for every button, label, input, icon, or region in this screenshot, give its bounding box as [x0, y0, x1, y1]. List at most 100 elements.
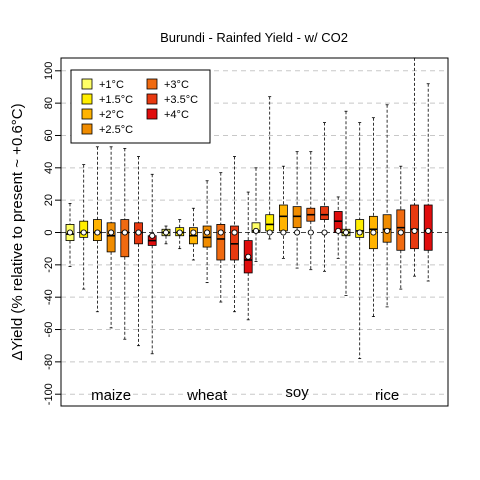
box-rice-5	[410, 57, 419, 277]
legend-label: +2.5°C	[99, 124, 133, 136]
box-soy-2	[278, 165, 288, 259]
box-wheat-0	[161, 225, 171, 245]
mean-marker	[342, 229, 350, 236]
box-body	[423, 204, 433, 251]
y-tick-label: -100	[43, 383, 55, 405]
group-label-rice: rice	[375, 387, 399, 404]
y-tick-label: 100	[43, 62, 55, 80]
mean-marker	[94, 229, 101, 236]
legend-swatch	[81, 123, 93, 135]
group-labels: maize wheat soy rice	[91, 384, 399, 404]
box-maize-1	[79, 164, 89, 290]
box-body	[265, 214, 275, 232]
box-wheat-4	[216, 172, 226, 303]
box-rice-2	[368, 117, 378, 317]
box-body	[79, 220, 89, 238]
y-tick-label: 20	[43, 194, 55, 206]
legend-label: +1°C	[99, 79, 124, 91]
mean-marker	[245, 253, 252, 260]
legend-swatch	[81, 93, 93, 105]
mean-marker	[80, 229, 87, 236]
mean-marker	[266, 229, 273, 236]
box-body	[320, 206, 329, 220]
box-soy-1	[265, 96, 275, 240]
box-wheat-2	[188, 207, 198, 261]
legend-swatch	[81, 78, 93, 90]
mean-marker	[321, 229, 328, 236]
mean-marker	[190, 229, 197, 236]
box-soy-0	[251, 167, 261, 263]
chart-title: Burundi - Rainfed Yield - w/ CO2	[160, 30, 348, 45]
mean-marker	[162, 229, 170, 236]
legend-label: +3.5°C	[164, 94, 198, 106]
mean-marker	[135, 229, 142, 236]
legend-swatch	[146, 108, 158, 120]
legend-box	[70, 69, 211, 144]
legend-label: +4°C	[164, 109, 189, 121]
legend-label: +1.5°C	[99, 94, 133, 106]
box-maize-2	[93, 146, 102, 313]
legend-swatch	[146, 78, 158, 90]
y-tick-label: 40	[43, 162, 55, 174]
mean-marker	[252, 227, 260, 234]
box-maize-6	[147, 173, 157, 355]
mean-marker	[108, 229, 115, 236]
box-body	[292, 206, 302, 229]
mean-marker	[231, 229, 238, 236]
y-axis-label: ΔYield (% relative to present ~ +0.6°C)	[9, 103, 26, 360]
box-soy-5	[320, 122, 329, 272]
box-body	[216, 224, 226, 261]
box-maize-4	[120, 148, 130, 340]
box-rice-0	[341, 110, 351, 296]
mean-marker	[356, 229, 363, 236]
y-tick-label: 80	[43, 97, 55, 109]
legend-swatch	[146, 93, 158, 105]
box-maize-0	[65, 202, 75, 267]
mean-marker	[294, 229, 301, 236]
box-soy-4	[306, 151, 316, 271]
mean-marker	[217, 229, 224, 236]
y-tick-label: 60	[43, 129, 55, 141]
mean-marker	[335, 227, 342, 234]
mean-marker	[204, 229, 211, 236]
box-wheat-5	[230, 156, 239, 313]
box-soy-3	[292, 151, 302, 269]
mean-marker	[397, 229, 404, 236]
mean-marker	[307, 229, 314, 236]
box-rice-3	[382, 104, 392, 308]
group-label-wheat: wheat	[186, 387, 228, 404]
group-label-maize: maize	[91, 387, 131, 404]
legend-label: +2°C	[99, 109, 124, 121]
mean-marker	[66, 229, 74, 236]
box-body	[120, 219, 130, 258]
box-wheat-6	[243, 191, 253, 321]
mean-marker	[280, 229, 287, 236]
box-body	[355, 219, 365, 238]
mean-marker	[370, 229, 377, 236]
y-tick-label: -60	[43, 322, 55, 338]
legend-swatch	[81, 108, 93, 120]
group-label-soy: soy	[285, 384, 309, 401]
mean-marker	[411, 227, 418, 234]
y-tick-label: -20	[43, 257, 55, 273]
box-body	[106, 222, 116, 253]
box-body	[230, 225, 239, 261]
box-wheat-3	[202, 180, 212, 284]
box-rice-4	[396, 165, 406, 290]
mean-marker	[425, 227, 432, 234]
box-body	[202, 225, 212, 248]
y-tick-label: -40	[43, 289, 55, 305]
y-tick-label: -80	[43, 354, 55, 370]
mean-marker	[384, 227, 391, 234]
mean-marker	[176, 229, 183, 236]
box-rice-6	[423, 83, 433, 282]
box-body	[278, 204, 288, 232]
box-maize-5	[134, 156, 143, 347]
box-rice-1	[355, 122, 365, 360]
legend: +1°C +1.5°C +2°C +2.5°C +3°C +3.5°C +4°C	[70, 69, 211, 144]
y-tick-label: 0	[43, 229, 55, 235]
box-soy-6	[333, 196, 343, 259]
box-body	[410, 204, 419, 250]
box-wheat-1	[175, 219, 185, 250]
